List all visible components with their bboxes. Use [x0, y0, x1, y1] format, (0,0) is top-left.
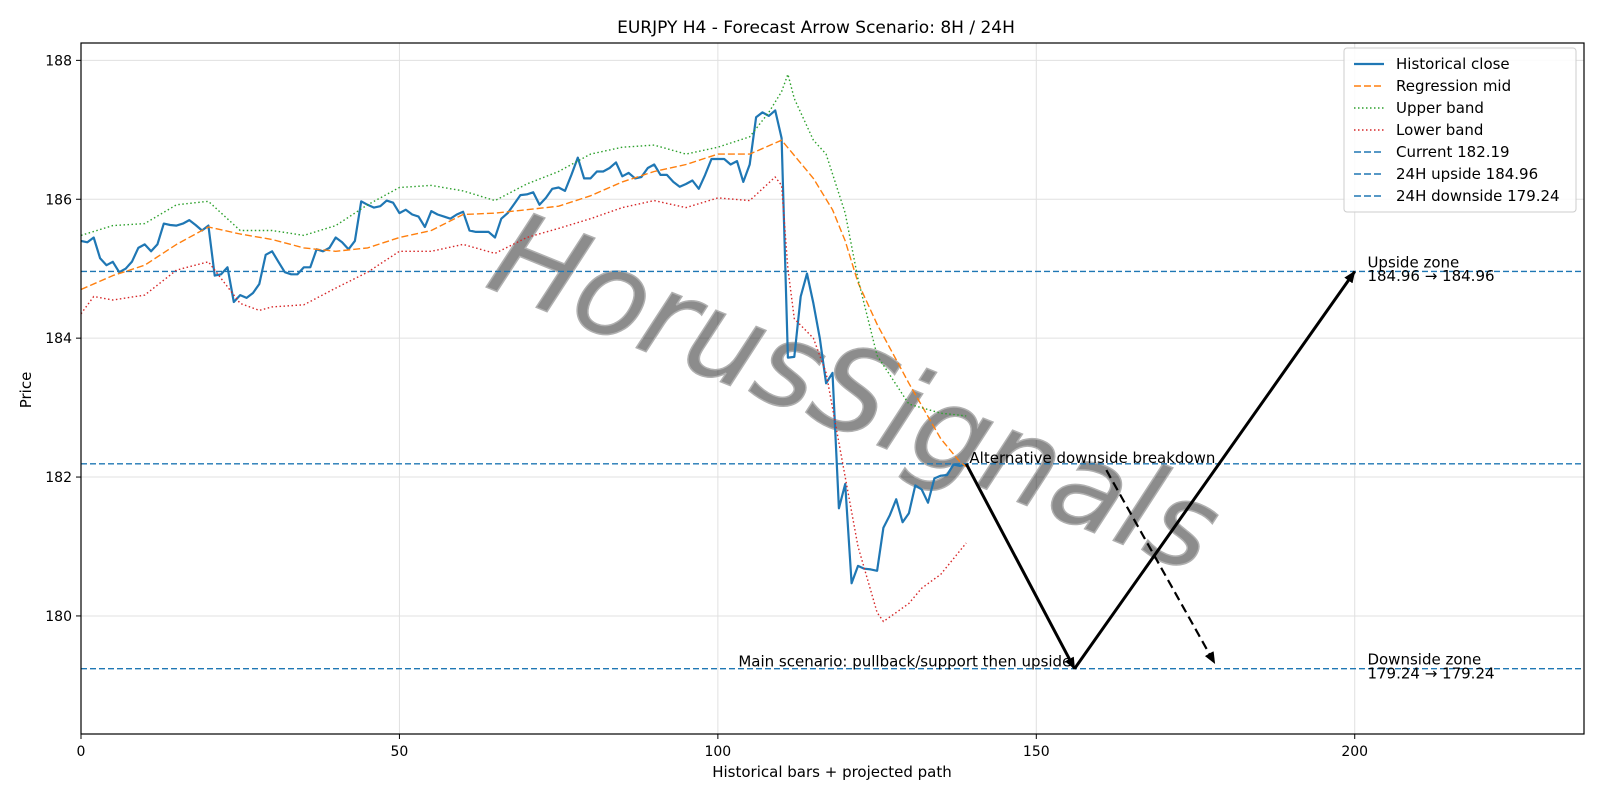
y-axis-label: Price	[17, 372, 35, 409]
legend-label: Upper band	[1396, 99, 1484, 117]
y-tick-label: 184	[45, 331, 72, 347]
annotations: Alternative downside breakdown Main scena…	[738, 253, 1494, 682]
forecast-arrows	[964, 270, 1356, 670]
x-tick-label: 100	[704, 744, 731, 760]
forecast-arrow	[964, 463, 1076, 670]
annotation-upzone1: Upside zone	[1367, 253, 1459, 271]
y-tick-label: 182	[45, 470, 72, 486]
series-lines	[80, 73, 967, 623]
x-tick-label: 200	[1341, 744, 1368, 760]
reference-lines	[81, 270, 1584, 670]
legend: Historical close Regression mid Upper band…	[1343, 47, 1577, 213]
legend-label: Regression mid	[1396, 77, 1511, 95]
y-tick-label: 186	[45, 192, 72, 208]
y-tick-label: 188	[45, 53, 72, 69]
forecast-arrow	[1105, 469, 1216, 665]
x-tick-label: 150	[1023, 744, 1050, 760]
legend-label: Current 182.19	[1396, 143, 1510, 161]
legend-label: 24H downside 179.24	[1396, 187, 1560, 205]
legend-label: Lower band	[1396, 121, 1483, 139]
x-tick-label: 50	[391, 744, 409, 760]
annotation-downzone2: 179.24 → 179.24	[1367, 664, 1494, 682]
legend-label: 24H upside 184.96	[1396, 165, 1538, 183]
legend-box	[1343, 47, 1577, 213]
annotation-downzone1: Downside zone	[1367, 651, 1481, 669]
plot-frame	[80, 42, 1585, 735]
x-tick-label: 0	[77, 744, 86, 760]
x-axis-label: Historical bars + projected path	[712, 763, 952, 781]
annotation-main: Main scenario: pullback/support then ups…	[738, 653, 1071, 671]
series-line-2	[80, 73, 967, 417]
series-line-1	[80, 139, 967, 468]
series-line-0	[80, 109, 967, 585]
annotation-upzone2: 184.96 → 184.96	[1367, 267, 1494, 285]
annotation-alt: Alternative downside breakdown	[969, 449, 1215, 467]
forecast-arrow	[1073, 270, 1356, 670]
chart-title: EURJPY H4 - Forecast Arrow Scenario: 8H …	[617, 18, 1015, 38]
axis-ticks: 0 50 100 150 200 180 182 184 186 188	[45, 53, 1368, 760]
y-tick-label: 180	[45, 609, 72, 625]
legend-label: Historical close	[1396, 55, 1510, 73]
